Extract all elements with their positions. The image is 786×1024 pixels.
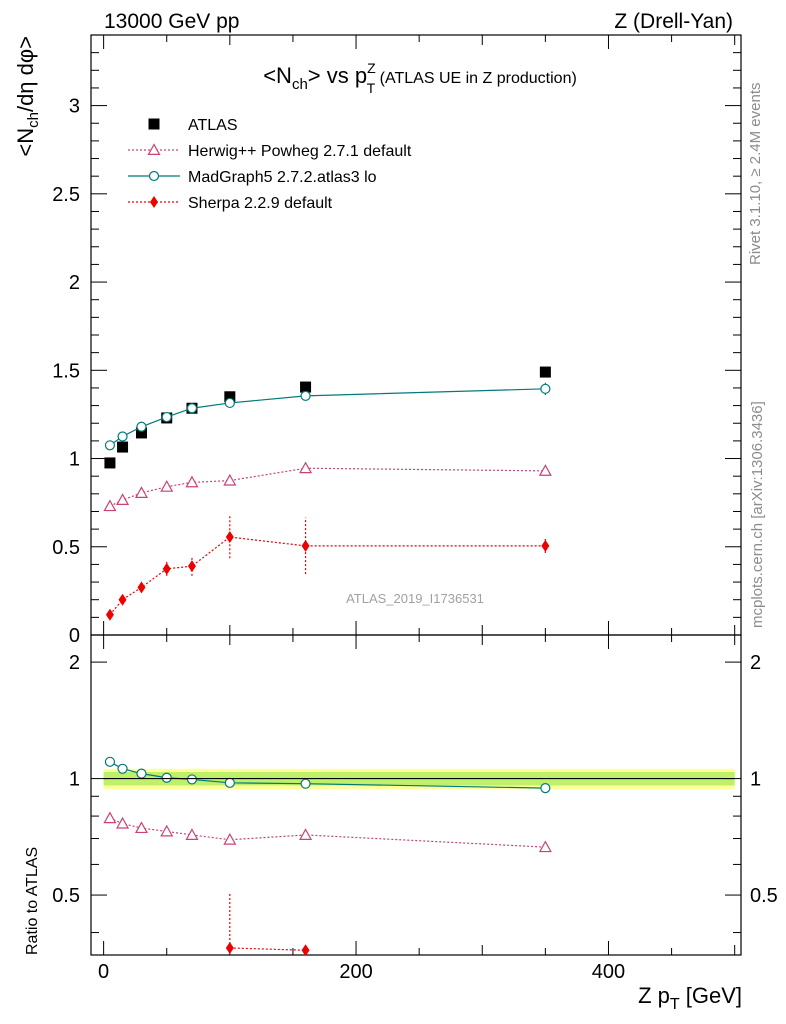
madgraph-ratio-point — [540, 782, 551, 794]
herwig-ratio-point — [223, 832, 237, 845]
sherpa-main-point — [105, 608, 114, 621]
y-tick-label-ratio: 0.5 — [52, 885, 80, 907]
legend: ATLAS Herwig++ Powheg 2.7.1 default MadGra… — [128, 117, 412, 212]
sherpa-main-point — [118, 593, 127, 606]
herwig-ratio-point — [538, 840, 552, 853]
sherpa-main-point — [187, 560, 196, 573]
y-tick-label-ratio: 2 — [69, 652, 80, 674]
atlas-main-point — [300, 381, 312, 393]
y-axis-label-main: <Nch/dη dφ> — [13, 36, 42, 157]
y-tick-label-main: 1 — [69, 449, 80, 471]
madgraph-ratio-point — [104, 756, 116, 767]
x-axis-label: Z pT [GeV] — [638, 983, 742, 1013]
x-tick-label: 200 — [339, 961, 372, 983]
madgraph-ratio-point — [136, 768, 147, 779]
sherpa-ratio-point — [225, 941, 234, 954]
ratio-panel: 0 200 400 0.5 0.5 1 1 2 2 — [52, 634, 778, 983]
y-tick-label-ratio-right: 2 — [750, 652, 761, 674]
madgraph-main-point — [186, 403, 198, 414]
header-left-label: 13000 GeV pp — [104, 10, 239, 33]
herwig-ratio-point — [185, 828, 199, 840]
y-tick-label-ratio-right: 1 — [750, 769, 761, 791]
main-panel: 0 0.5 1 1.5 2 2.5 3 — [52, 34, 742, 647]
madgraph-ratio-point — [161, 772, 172, 783]
atlas-main-point — [135, 427, 147, 439]
herwig-ratio-line — [109, 817, 546, 848]
herwig-main-point — [134, 486, 149, 498]
atlas-legend-marker — [148, 118, 160, 130]
y-tick-label-main: 0 — [69, 625, 80, 647]
madgraph-main-point — [540, 383, 551, 394]
herwig-ratio-point — [103, 811, 117, 824]
atlas-main-point — [539, 366, 551, 378]
atlas-legend-label: ATLAS — [188, 117, 238, 134]
header-right-label: Z (Drell-Yan) — [614, 10, 733, 33]
sherpa-ratio-line — [229, 947, 306, 951]
y-axis-label-ratio: Ratio to ATLAS — [24, 847, 41, 955]
main-axis-ticks: 0 0.5 1 1.5 2 2.5 3 — [52, 34, 741, 647]
herwig-legend-label: Herwig++ Powheg 2.7.1 default — [188, 143, 412, 160]
madgraph-ratio-point — [186, 774, 198, 785]
herwig-main-point — [160, 480, 174, 492]
madgraph-legend-marker — [148, 170, 160, 182]
herwig-main-point — [538, 464, 552, 476]
analysis-id-watermark: ATLAS_2019_I1736531 — [346, 591, 484, 606]
herwig-main-point — [299, 461, 313, 474]
sherpa-main-point — [301, 539, 310, 552]
ratio-frame — [90, 634, 742, 956]
y-tick-label-ratio: 1 — [69, 769, 80, 791]
rivet-version-label: Rivet 3.1.10, ≥ 2.4M events — [747, 83, 764, 266]
madgraph-main-point — [136, 421, 147, 432]
herwig-main-line — [109, 467, 546, 507]
atlas-main-point — [224, 391, 236, 403]
herwig-main-point — [103, 499, 117, 512]
madgraph-ratio-point — [300, 778, 311, 789]
x-tick-label: 400 — [592, 961, 625, 983]
sherpa-main-point — [162, 562, 171, 575]
madgraph-main-point — [161, 411, 172, 423]
y-tick-label-main: 1.5 — [52, 360, 80, 382]
sherpa-legend-label: Sherpa 2.2.9 default — [188, 195, 333, 212]
chart-title: <Nch> vs pZ T (ATLAS UE in Z production) — [263, 60, 577, 96]
madgraph-main-point — [224, 397, 235, 409]
sherpa-main-point — [137, 581, 146, 594]
madgraph-legend-label: MadGraph5 2.7.2.atlas3 lo — [188, 169, 377, 186]
y-tick-label-main: 3 — [69, 96, 80, 118]
madgraph-ratio-point — [117, 763, 128, 774]
herwig-ratio-point — [299, 828, 313, 840]
herwig-main-point — [185, 475, 199, 488]
y-tick-label-main: 0.5 — [52, 537, 80, 559]
mcplots-reference-label: mcplots.cern.ch [arXiv:1306.3436] — [749, 401, 766, 628]
ratio-axis-ticks: 0 200 400 0.5 0.5 1 1 2 2 — [52, 635, 778, 983]
sherpa-main-point — [541, 539, 550, 552]
madgraph-main-point — [300, 390, 311, 401]
sherpa-main-point — [225, 531, 234, 544]
herwig-legend-marker — [147, 143, 161, 155]
herwig-main-point — [223, 473, 237, 486]
madgraph-main-point — [117, 431, 128, 442]
atlas-main-point — [104, 457, 116, 469]
herwig-ratio-point — [134, 821, 149, 834]
sherpa-legend-marker — [150, 196, 158, 208]
madgraph-main-line — [109, 388, 546, 446]
y-tick-label-ratio-right: 0.5 — [750, 885, 778, 907]
atlas-main-point — [117, 441, 129, 453]
main-data — [103, 366, 552, 621]
madgraph-ratio-point — [224, 777, 235, 788]
ratio-data — [103, 756, 735, 957]
madgraph-main-point — [104, 440, 116, 451]
y-tick-label-main: 2.5 — [52, 184, 80, 206]
herwig-ratio-point — [116, 816, 130, 829]
y-tick-label-main: 2 — [69, 272, 80, 294]
sherpa-ratio-point — [301, 944, 310, 957]
herwig-main-point — [116, 493, 130, 505]
x-tick-label: 0 — [98, 961, 109, 983]
herwig-ratio-point — [160, 824, 174, 837]
